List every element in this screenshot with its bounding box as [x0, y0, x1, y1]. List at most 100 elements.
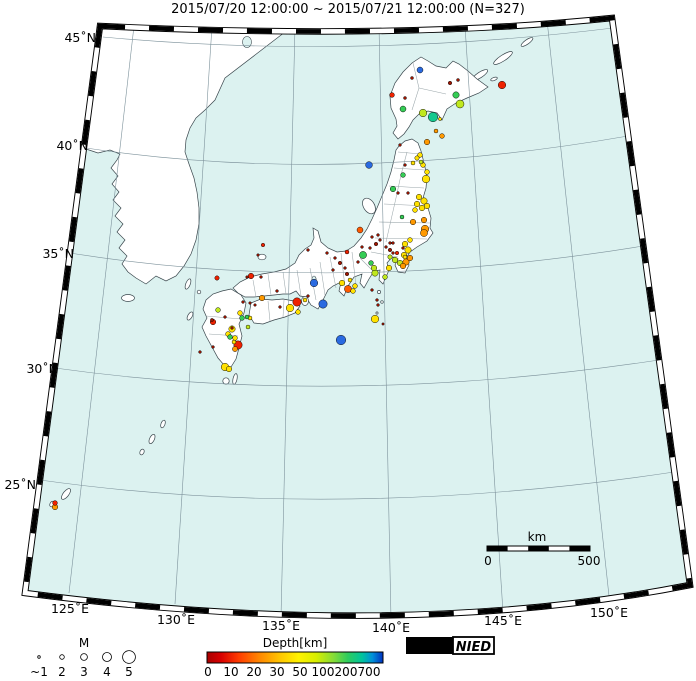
earthquake-dot — [382, 274, 388, 280]
earthquake-dot — [391, 241, 395, 245]
earthquake-dot — [420, 197, 428, 205]
earthquake-dot — [198, 350, 202, 354]
earthquake-dot — [247, 272, 255, 280]
latitude-labels: 45˚N 40˚N 35˚N 30˚N 25˚N — [4, 30, 96, 492]
earthquake-dot — [447, 80, 453, 86]
earthquake-dot — [403, 163, 407, 167]
lat-label: 45˚N — [64, 30, 96, 45]
earthquake-dot — [410, 76, 414, 80]
lon-label: 145˚E — [484, 613, 522, 628]
magnitude-circle — [80, 653, 88, 661]
depth-tick-label: 200 — [335, 665, 358, 679]
earthquake-dot — [359, 251, 367, 259]
earthquake-dot — [245, 275, 249, 279]
earthquake-dot — [438, 117, 442, 121]
island-oki — [257, 253, 267, 261]
nied-logo-box — [452, 636, 495, 655]
earthquake-dot — [352, 283, 358, 289]
earthquake-dot — [387, 247, 393, 253]
graticule — [39, 19, 675, 616]
earthquake-dot — [370, 264, 378, 272]
earthquake-dot — [245, 324, 251, 330]
scale-bar: km 0 500 — [484, 530, 600, 568]
earthquake-dot — [400, 172, 406, 178]
earthquake-dot — [439, 133, 445, 139]
earthquake-dot — [331, 268, 335, 272]
magnitude-circle — [59, 654, 65, 660]
earthquake-dot — [398, 143, 402, 147]
earthquake-dot — [225, 365, 233, 373]
earthquake-dot — [389, 92, 395, 98]
magnitude-circle — [102, 652, 112, 662]
earthquake-dot — [244, 314, 250, 320]
earthquake-dot — [414, 155, 420, 161]
earthquake-dot — [423, 202, 431, 210]
island-goto — [186, 311, 194, 321]
island-iki — [196, 289, 202, 295]
earthquake-dot — [387, 254, 393, 260]
earthquake-dot — [335, 334, 347, 346]
island-okinawa — [61, 488, 71, 500]
earthquake-dot — [365, 161, 373, 169]
earthquake-dot — [373, 241, 379, 247]
earthquake-dot — [455, 99, 465, 109]
earthquake-dot — [292, 297, 302, 307]
earthquake-dot — [399, 262, 407, 270]
island-jeju — [121, 294, 135, 302]
earthquake-dot — [413, 200, 421, 208]
magnitude-circle — [37, 655, 41, 659]
earthquake-dot — [396, 191, 400, 195]
earthquake-dot — [391, 251, 395, 255]
earthquake-dot — [318, 299, 328, 309]
earthquake-dot — [248, 301, 252, 305]
lake-khanka — [242, 36, 252, 48]
earthquake-dot — [406, 254, 414, 262]
lat-label: 30˚N — [26, 361, 58, 376]
depth-tick-label: 30 — [269, 665, 284, 679]
hinet-logo-box — [406, 637, 453, 654]
hinet-logo-net: -net — [427, 644, 445, 654]
depth-tick-label: 20 — [246, 665, 261, 679]
earthquake-dot — [223, 315, 227, 319]
earthquake-dot — [415, 193, 423, 201]
earthquake-dot — [215, 307, 221, 313]
scale-bar-segment — [528, 546, 549, 551]
earthquake-dots — [51, 66, 507, 511]
depth-tick-label: 100 — [312, 665, 335, 679]
earthquake-dot — [370, 288, 374, 292]
island-urup — [520, 37, 534, 47]
coastline-continent-korea — [29, 18, 311, 285]
earthquake-dot — [412, 207, 418, 213]
earthquake-dot — [231, 339, 237, 345]
depth-tick-label: 50 — [292, 665, 307, 679]
coastline-honshu — [232, 138, 434, 310]
earthquake-dot — [370, 314, 380, 324]
earthquake-dot — [338, 279, 346, 287]
earthquake-dot — [285, 303, 295, 313]
scale-bar-segment — [569, 546, 590, 551]
earthquake-dot — [278, 305, 282, 309]
earthquake-dot — [420, 229, 428, 237]
earthquake-dot — [401, 246, 405, 250]
island-ryukyu-2 — [139, 448, 145, 456]
lat-label: 40˚N — [56, 138, 88, 153]
earthquake-dot — [210, 318, 214, 322]
earthquake-dot — [376, 303, 380, 307]
island-izu-3 — [375, 311, 379, 315]
depth-tick-label: 700 — [358, 665, 381, 679]
earthquake-dot — [410, 160, 416, 166]
earthquake-dot — [232, 335, 238, 341]
earthquake-dot — [404, 246, 412, 254]
lon-label: 150˚E — [590, 605, 628, 620]
earthquake-dot — [388, 241, 392, 245]
earthquake-dot — [347, 277, 353, 283]
earthquake-dot — [337, 260, 343, 266]
earthquake-dot — [421, 174, 431, 184]
scale-bar-start: 0 — [484, 554, 492, 568]
earthquake-dot — [309, 278, 319, 288]
scale-bar-unit: km — [528, 530, 547, 544]
earthquake-dot — [237, 310, 243, 316]
earthquake-dot — [214, 275, 220, 281]
earthquake-dot — [384, 245, 388, 249]
earthquake-dot — [385, 264, 393, 272]
